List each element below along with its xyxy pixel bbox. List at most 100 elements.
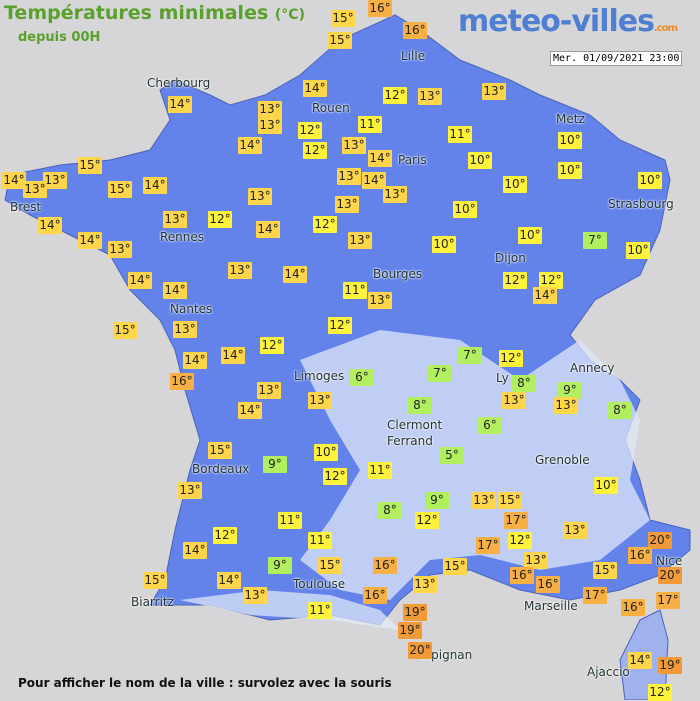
temperature-label: 12°: [303, 142, 327, 159]
temperature-label: 8°: [408, 397, 432, 414]
city-name[interactable]: Biarritz: [131, 595, 174, 609]
temperature-label: 13°: [383, 186, 407, 203]
temperature-label: 15°: [208, 442, 232, 459]
temperature-label: 13°: [563, 522, 587, 539]
temperature-label: 13°: [524, 552, 548, 569]
footer: Pour afficher le nom de la ville : survo…: [18, 676, 392, 690]
temperature-label: 15°: [331, 10, 355, 27]
temperature-label: 20°: [408, 642, 432, 659]
temperature-label: 16°: [363, 587, 387, 604]
pyrenees: [180, 590, 400, 630]
temperature-label: 14°: [256, 221, 280, 238]
temperature-label: 9°: [558, 382, 582, 399]
temperature-label: 16°: [621, 599, 645, 616]
temperature-label: 7°: [458, 347, 482, 364]
temperature-label: 11°: [308, 532, 332, 549]
unit: (°C): [274, 7, 305, 23]
temperature-label: 8°: [512, 375, 536, 392]
temperature-label: 13°: [472, 492, 496, 509]
temperature-label: 12°: [508, 532, 532, 549]
city-name[interactable]: Marseille: [524, 599, 578, 613]
city-name[interactable]: Grenoble: [535, 453, 590, 467]
temperature-label: 13°: [337, 168, 361, 185]
temperature-label: 17°: [476, 537, 500, 554]
city-name[interactable]: Lille: [401, 49, 426, 63]
temperature-label: 15°: [328, 32, 352, 49]
temperature-label: 7°: [428, 365, 452, 382]
temperature-label: 15°: [498, 492, 522, 509]
temperature-label: 14°: [38, 217, 62, 234]
temperature-label: 14°: [217, 572, 241, 589]
temperature-label: 8°: [608, 402, 632, 419]
city-name[interactable]: Rouen: [312, 101, 350, 115]
city-name[interactable]: Ly: [496, 371, 509, 385]
temperature-label: 5°: [440, 447, 464, 464]
city-name[interactable]: Ajaccio: [587, 665, 630, 679]
temperature-label: 12°: [648, 684, 672, 701]
temperature-label: 14°: [303, 80, 327, 97]
city-name[interactable]: Cherbourg: [147, 76, 211, 90]
city-name[interactable]: Nice: [656, 554, 683, 568]
temperature-label: 13°: [502, 392, 526, 409]
city-name[interactable]: Clermont: [387, 418, 443, 432]
temperature-label: 14°: [2, 172, 26, 189]
temperature-label: 12°: [415, 512, 439, 529]
temperature-label: 14°: [183, 352, 207, 369]
temperature-label: 12°: [208, 211, 232, 228]
city-name[interactable]: Rennes: [160, 230, 205, 244]
city-name[interactable]: Metz: [556, 112, 585, 126]
city-name[interactable]: Annecy: [570, 361, 615, 375]
temperature-label: 12°: [383, 87, 407, 104]
temperature-label: 13°: [368, 292, 392, 309]
temperature-label: 13°: [243, 587, 267, 604]
logo: meteo-villes.com: [458, 4, 678, 39]
city-name[interactable]: Limoges: [294, 369, 345, 383]
temperature-label: 12°: [539, 272, 563, 289]
temperature-label: 19°: [403, 604, 427, 621]
temperature-label: 9°: [425, 492, 449, 509]
temperature-label: 15°: [78, 157, 102, 174]
city-name[interactable]: Brest: [10, 200, 42, 214]
temperature-label: 13°: [482, 83, 506, 100]
temperature-label: 13°: [258, 117, 282, 134]
temperature-label: 13°: [348, 232, 372, 249]
temperature-label: 15°: [593, 562, 617, 579]
temperature-label: 14°: [368, 150, 392, 167]
temperature-label: 15°: [443, 558, 467, 575]
temperature-label: 14°: [238, 402, 262, 419]
temperature-label: 14°: [533, 287, 557, 304]
temperature-label: 20°: [648, 532, 672, 549]
logo-suffix: .com: [653, 23, 678, 34]
temperature-label: 12°: [213, 527, 237, 544]
timestamp: Mer. 01/09/2021 23:00: [550, 51, 683, 66]
temperature-label: 13°: [335, 196, 359, 213]
city-name[interactable]: Bourges: [373, 267, 423, 281]
temperature-label: 14°: [238, 137, 262, 154]
temperature-label: 11°: [343, 282, 367, 299]
temperature-label: 14°: [283, 266, 307, 283]
temperature-label: 12°: [499, 350, 523, 367]
temperature-label: 10°: [638, 172, 662, 189]
temperature-label: 17°: [504, 512, 528, 529]
temperature-label: 10°: [503, 176, 527, 193]
city-name[interactable]: Ferrand: [387, 434, 433, 448]
temperature-label: 14°: [628, 652, 652, 669]
city-name[interactable]: Paris: [398, 153, 427, 167]
city-name[interactable]: Strasbourg: [608, 197, 674, 211]
city-name[interactable]: Bordeaux: [192, 462, 250, 476]
temperature-label: 13°: [308, 392, 332, 409]
temperature-label: 16°: [373, 557, 397, 574]
temperature-label: 13°: [258, 101, 282, 118]
temperature-label: 16°: [628, 547, 652, 564]
city-name[interactable]: Nantes: [170, 302, 213, 316]
city-name[interactable]: Toulouse: [293, 577, 346, 591]
temperature-label: 14°: [221, 347, 245, 364]
city-name[interactable]: Dijon: [495, 251, 526, 265]
subtitle: depuis 00H: [18, 30, 101, 45]
temperature-label: 11°: [448, 126, 472, 143]
temperature-label: 14°: [128, 272, 152, 289]
temperature-label: 13°: [43, 172, 67, 189]
temperature-label: 16°: [510, 567, 534, 584]
temperature-label: 12°: [323, 468, 347, 485]
